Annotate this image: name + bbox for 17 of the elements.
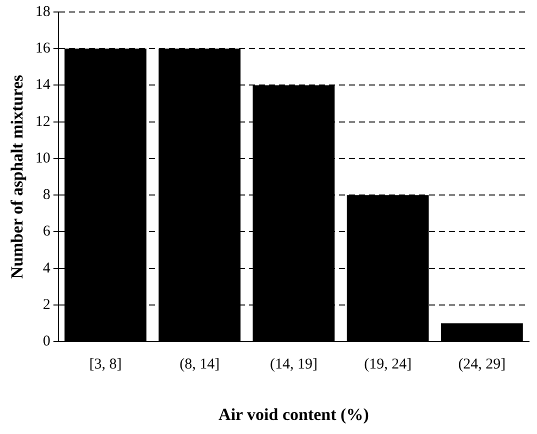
y-tick-label: 2 xyxy=(42,296,50,313)
y-tick-label: 16 xyxy=(35,40,51,57)
x-tick-label: (19, 24] xyxy=(364,356,412,373)
x-tick-label: (8, 14] xyxy=(180,356,220,373)
y-tick-label: 6 xyxy=(42,224,51,240)
y-tick-label: 10 xyxy=(35,150,50,166)
x-axis-title: Air void content (%) xyxy=(218,405,369,424)
y-tick-label: 18 xyxy=(35,4,50,20)
y-tick-label: 0 xyxy=(42,334,50,350)
x-tick-label: [3, 8] xyxy=(89,356,122,373)
y-tick-label: 4 xyxy=(42,260,51,276)
y-tick-label: 14 xyxy=(35,77,51,94)
y-axis-title: Number of asphalt mixtures xyxy=(8,74,27,279)
x-tick-label: (14, 19] xyxy=(270,356,318,373)
y-tick-label: 8 xyxy=(42,187,50,204)
y-tick-label: 12 xyxy=(35,114,50,130)
x-tick-label: (24, 29] xyxy=(458,356,506,373)
